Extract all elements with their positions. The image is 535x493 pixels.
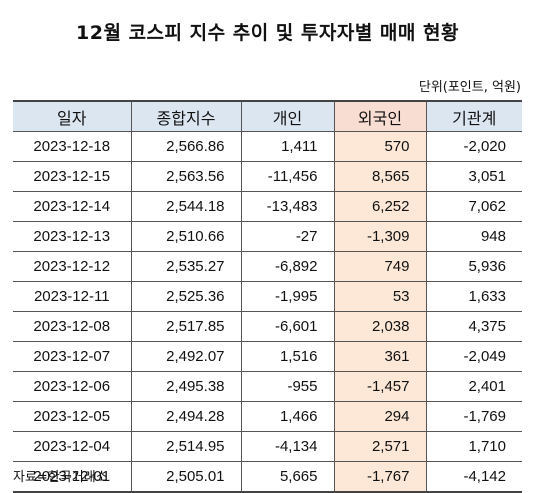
cell-individual: -955 [240, 371, 335, 402]
cell-date: 2023-12-01 [13, 461, 132, 493]
cell-date: 2023-12-07 [13, 341, 132, 372]
unit-label: 단위(포인트, 억원) [418, 80, 521, 95]
table-header-row: 일자 종합지수 개인 외국인 기관계 [13, 100, 522, 132]
source-note: 자료=한국거래소 [13, 470, 108, 485]
cell-index: 2,495.38 [130, 371, 242, 402]
cell-date: 2023-12-18 [13, 131, 132, 162]
cell-index: 2,492.07 [130, 341, 242, 372]
cell-institution: 4,375 [425, 311, 522, 342]
cell-foreign: 8,565 [333, 161, 427, 192]
kospi-table: 일자 종합지수 개인 외국인 기관계 2023-12-18 2,566.86 1,4… [13, 100, 522, 493]
column-header-individual: 개인 [240, 100, 335, 132]
column-header-institution: 기관계 [425, 100, 522, 132]
column-header-date: 일자 [13, 100, 132, 132]
cell-individual: 1,466 [240, 401, 335, 432]
table-row: 2023-12-12 2,535.27 -6,892 749 5,936 [13, 251, 522, 282]
cell-date: 2023-12-12 [13, 251, 132, 282]
table-row: 2023-12-15 2,563.56 -11,456 8,565 3,051 [13, 161, 522, 192]
table-row: 2023-12-13 2,510.66 -27 -1,309 948 [13, 221, 522, 252]
cell-individual: 1,411 [240, 131, 335, 162]
cell-foreign: -1,767 [333, 461, 427, 493]
table-row: 2023-12-08 2,517.85 -6,601 2,038 4,375 [13, 311, 522, 342]
cell-institution: 1,710 [425, 431, 522, 462]
cell-individual: -6,892 [240, 251, 335, 282]
cell-index: 2,535.27 [130, 251, 242, 282]
cell-individual: -11,456 [240, 161, 335, 192]
cell-foreign: 2,571 [333, 431, 427, 462]
cell-foreign: -1,457 [333, 371, 427, 402]
table-row: 2023-12-11 2,525.36 -1,995 53 1,633 [13, 281, 522, 312]
table-row: 2023-12-18 2,566.86 1,411 570 -2,020 [13, 131, 522, 162]
cell-institution: -4,142 [425, 461, 522, 493]
cell-institution: -2,049 [425, 341, 522, 372]
cell-institution: 3,051 [425, 161, 522, 192]
table-row: 2023-12-07 2,492.07 1,516 361 -2,049 [13, 341, 522, 372]
table-body: 2023-12-18 2,566.86 1,411 570 -2,020 2023-12-… [13, 131, 522, 493]
cell-individual: 1,516 [240, 341, 335, 372]
cell-date: 2023-12-15 [13, 161, 132, 192]
cell-institution: 7,062 [425, 191, 522, 222]
cell-index: 2,505.01 [130, 461, 242, 493]
cell-date: 2023-12-13 [13, 221, 132, 252]
cell-index: 2,517.85 [130, 311, 242, 342]
cell-institution: 948 [425, 221, 522, 252]
table-row: 2023-12-05 2,494.28 1,466 294 -1,769 [13, 401, 522, 432]
table-row: 2023-12-14 2,544.18 -13,483 6,252 7,062 [13, 191, 522, 222]
cell-date: 2023-12-04 [13, 431, 132, 462]
cell-index: 2,494.28 [130, 401, 242, 432]
cell-foreign: 2,038 [333, 311, 427, 342]
cell-individual: -6,601 [240, 311, 335, 342]
table-row: 2023-12-06 2,495.38 -955 -1,457 2,401 [13, 371, 522, 402]
cell-foreign: -1,309 [333, 221, 427, 252]
cell-individual: -1,995 [240, 281, 335, 312]
cell-index: 2,514.95 [130, 431, 242, 462]
cell-institution: 5,936 [425, 251, 522, 282]
cell-institution: -1,769 [425, 401, 522, 432]
cell-foreign: 294 [333, 401, 427, 432]
cell-index: 2,563.56 [130, 161, 242, 192]
cell-date: 2023-12-14 [13, 191, 132, 222]
cell-foreign: 749 [333, 251, 427, 282]
column-header-index: 종합지수 [130, 100, 242, 132]
column-header-foreign: 외국인 [333, 100, 427, 132]
cell-individual: 5,665 [240, 461, 335, 493]
cell-foreign: 361 [333, 341, 427, 372]
table-title: 12월 코스피 지수 추이 및 투자자별 매매 현황 [76, 22, 459, 44]
cell-foreign: 570 [333, 131, 427, 162]
cell-foreign: 6,252 [333, 191, 427, 222]
cell-individual: -13,483 [240, 191, 335, 222]
cell-institution: 2,401 [425, 371, 522, 402]
cell-date: 2023-12-05 [13, 401, 132, 432]
cell-individual: -4,134 [240, 431, 335, 462]
cell-individual: -27 [240, 221, 335, 252]
cell-index: 2,544.18 [130, 191, 242, 222]
cell-index: 2,525.36 [130, 281, 242, 312]
cell-index: 2,566.86 [130, 131, 242, 162]
cell-date: 2023-12-08 [13, 311, 132, 342]
table-row: 2023-12-01 2,505.01 5,665 -1,767 -4,142 [13, 461, 522, 493]
cell-institution: 1,633 [425, 281, 522, 312]
cell-index: 2,510.66 [130, 221, 242, 252]
table-row: 2023-12-04 2,514.95 -4,134 2,571 1,710 [13, 431, 522, 462]
cell-institution: -2,020 [425, 131, 522, 162]
cell-foreign: 53 [333, 281, 427, 312]
cell-date: 2023-12-11 [13, 281, 132, 312]
cell-date: 2023-12-06 [13, 371, 132, 402]
